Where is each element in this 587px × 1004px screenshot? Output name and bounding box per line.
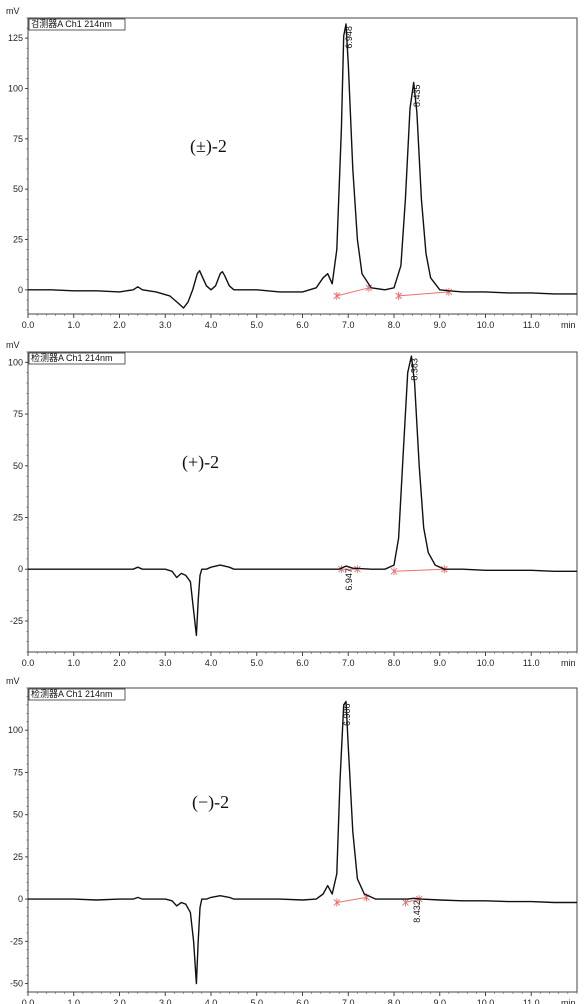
detector-label-box [28, 688, 126, 701]
x-tick-label: 4.0 [205, 998, 218, 1004]
detector-label: 检测器A Ch1 214nm [31, 352, 113, 363]
x-tick-label: 6.0 [296, 658, 309, 668]
chromatogram-trace [28, 355, 577, 637]
x-tick-label: 10.0 [477, 998, 495, 1004]
peak-retention-label: 6.948 [344, 26, 354, 49]
chromatogram-trace [28, 23, 577, 309]
baseline-marker [395, 291, 402, 300]
y-tick-label: -25 [10, 936, 23, 946]
peak-retention-label: 8.432 [412, 900, 422, 923]
x-tick-label: 11.0 [523, 998, 540, 1004]
x-unit-label: min [561, 998, 576, 1004]
x-tick-label: 11.0 [523, 320, 540, 330]
y-tick-label: 100 [8, 357, 23, 367]
x-tick-label: 11.0 [523, 658, 540, 668]
x-tick-label: 3.0 [159, 320, 172, 330]
x-tick-label: 4.0 [205, 658, 218, 668]
y-tick-label: 75 [13, 409, 23, 419]
x-tick-label: 6.0 [296, 320, 309, 330]
x-tick-label: 0.0 [22, 998, 35, 1004]
chromatogram-panel-3: mV 检测器A Ch1 214nm -50 -25 0 25 50 75 100 0.0 1.0 2.… [6, 676, 578, 1004]
detector-label: 검测器A Ch1 214nm [31, 18, 112, 29]
integration-baseline [336, 896, 367, 903]
x-tick-label: 3.0 [159, 998, 172, 1004]
x-tick-label: 5.0 [250, 998, 263, 1004]
x-tick-label: 1.0 [67, 320, 80, 330]
peak-retention-label: 6.947 [344, 568, 354, 591]
y-tick-label: 75 [13, 767, 23, 777]
x-unit-label: min [561, 658, 576, 668]
x-tick-label: 8.0 [388, 658, 401, 668]
x-tick-label: 8.0 [388, 320, 401, 330]
compound-label: (−)-2 [192, 792, 229, 813]
x-tick-label: 9.0 [433, 320, 446, 330]
x-tick-label: 5.0 [250, 320, 263, 330]
x-tick-label: 9.0 [433, 658, 446, 668]
chromatogram-trace [28, 700, 577, 985]
baseline-marker [333, 291, 341, 300]
compound-label: (+)-2 [182, 452, 219, 473]
detector-label-box [28, 18, 126, 31]
y-unit-label: mV [6, 676, 20, 686]
x-tick-label: 4.0 [205, 320, 218, 330]
baseline-marker [402, 898, 409, 907]
y-tick-label: 25 [13, 234, 23, 244]
y-tick-label: 75 [13, 134, 23, 144]
peak-retention-label: 6.906 [342, 704, 352, 727]
x-tick-label: 5.0 [250, 658, 263, 668]
x-unit-label: min [561, 320, 576, 330]
y-tick-label: 100 [8, 725, 23, 735]
x-tick-label: 9.0 [433, 998, 446, 1004]
integration-baseline [393, 568, 445, 572]
y-tick-label: 0 [18, 894, 23, 904]
x-tick-label: 3.0 [159, 658, 172, 668]
x-tick-label: 10.0 [477, 320, 495, 330]
x-tick-label: 2.0 [113, 998, 126, 1004]
y-tick-label: -50 [10, 979, 23, 989]
plot-frame [27, 351, 578, 653]
y-tick-label: 25 [13, 513, 23, 523]
y-tick-label: 100 [8, 83, 23, 93]
y-tick-label: 0 [18, 564, 23, 574]
peak-retention-label: 8.435 [412, 84, 422, 107]
x-tick-label: 7.0 [342, 320, 355, 330]
x-tick-label: 2.0 [113, 658, 126, 668]
integration-baseline [398, 291, 449, 297]
baseline-marker [354, 565, 361, 574]
x-tick-label: 8.0 [388, 998, 401, 1004]
integration-baseline [336, 287, 369, 297]
x-tick-label: 2.0 [113, 320, 126, 330]
baseline-marker [445, 287, 453, 296]
peak-retention-label: 8.383 [410, 358, 420, 381]
y-tick-label: 50 [13, 184, 23, 194]
detector-label: 检测器A Ch1 214nm [31, 688, 113, 699]
x-tick-label: 10.0 [477, 658, 495, 668]
detector-label-box [28, 352, 126, 365]
y-unit-label: mV [6, 6, 20, 16]
y-tick-label: 50 [13, 461, 23, 471]
x-tick-label: 7.0 [342, 658, 355, 668]
y-tick-label: 0 [18, 285, 23, 295]
y-tick-label: 50 [13, 810, 23, 820]
y-unit-label: mV [6, 340, 20, 350]
y-tick-label: 25 [13, 852, 23, 862]
x-tick-label: 1.0 [67, 998, 80, 1004]
x-tick-label: 1.0 [67, 658, 80, 668]
baseline-marker [390, 567, 398, 576]
baseline-marker [333, 898, 341, 907]
x-tick-label: 6.0 [296, 998, 309, 1004]
integration-baseline [405, 898, 420, 903]
y-tick-label: -25 [10, 616, 23, 626]
x-tick-label: 0.0 [22, 320, 35, 330]
chromatogram-panel-2: mV 检测器A Ch1 214nm -25 0 25 50 75 100 0.0 1.0 2.0 3.… [6, 340, 578, 668]
plot-frame [27, 687, 578, 993]
chromatogram-panel-1: mV 검测器A Ch1 214nm 0 25 50 75 100 125 0.0 1.0 2.0 3.… [6, 6, 578, 330]
compound-label: (±)-2 [190, 136, 227, 157]
x-tick-label: 0.0 [22, 658, 35, 668]
y-tick-label: 125 [8, 33, 23, 43]
x-tick-label: 7.0 [342, 998, 355, 1004]
plot-frame [27, 17, 578, 315]
